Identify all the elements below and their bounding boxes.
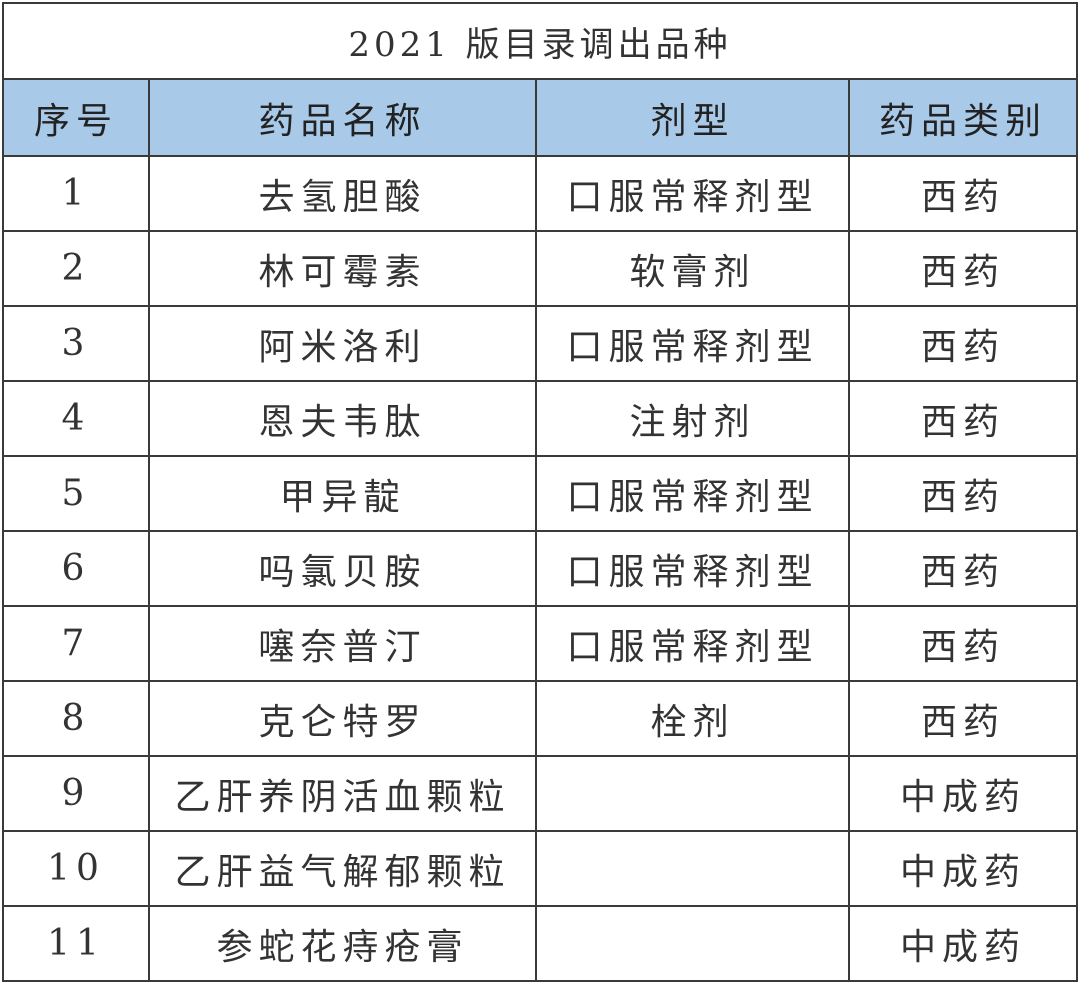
header-col-category: 药品类别 bbox=[847, 78, 1079, 157]
cell-drug-name: 克仑特罗 bbox=[148, 680, 537, 757]
cell-dosage-form: 口服常释剂型 bbox=[535, 305, 850, 382]
table-title: 2021 版目录调出品种 bbox=[1, 2, 1079, 80]
table-row: 7 噻奈普汀 口服常释剂型 西药 bbox=[2, 605, 1079, 682]
cell-category: 西药 bbox=[847, 530, 1079, 607]
table-row: 5 甲异靛 口服常释剂型 西药 bbox=[2, 455, 1079, 532]
cell-dosage-form bbox=[535, 755, 850, 832]
table-row: 4 恩夫韦肽 注射剂 西药 bbox=[2, 380, 1079, 457]
cell-category: 中成药 bbox=[847, 830, 1079, 907]
cell-dosage-form: 软膏剂 bbox=[535, 230, 850, 307]
header-col-dosage-form: 剂型 bbox=[535, 78, 850, 157]
cell-dosage-form: 口服常释剂型 bbox=[535, 155, 850, 232]
cell-drug-name: 乙肝益气解郁颗粒 bbox=[148, 830, 537, 907]
header-col-drug-name: 药品名称 bbox=[148, 78, 537, 157]
cell-drug-name: 噻奈普汀 bbox=[148, 605, 537, 682]
cell-dosage-form: 口服常释剂型 bbox=[535, 605, 850, 682]
cell-index: 2 bbox=[2, 230, 150, 307]
cell-dosage-form bbox=[535, 905, 850, 982]
cell-drug-name: 去氢胆酸 bbox=[148, 155, 537, 232]
cell-index: 8 bbox=[2, 680, 150, 757]
cell-index: 6 bbox=[2, 530, 150, 607]
cell-drug-name: 阿米洛利 bbox=[148, 305, 537, 382]
cell-dosage-form: 口服常释剂型 bbox=[535, 530, 850, 607]
cell-category: 中成药 bbox=[847, 755, 1079, 832]
header-col-index: 序号 bbox=[2, 78, 150, 157]
table-row: 6 吗氯贝胺 口服常释剂型 西药 bbox=[2, 530, 1079, 607]
table-row: 1 去氢胆酸 口服常释剂型 西药 bbox=[2, 155, 1079, 232]
cell-category: 西药 bbox=[847, 155, 1079, 232]
cell-index: 9 bbox=[2, 755, 150, 832]
cell-category: 中成药 bbox=[847, 905, 1079, 982]
table-row: 3 阿米洛利 口服常释剂型 西药 bbox=[2, 305, 1079, 382]
cell-category: 西药 bbox=[847, 305, 1079, 382]
drug-table: 2021 版目录调出品种 序号 药品名称 剂型 药品类别 1 去氢胆酸 口服常释剂型 西药 2… bbox=[1, 2, 1079, 982]
cell-drug-name: 乙肝养阴活血颗粒 bbox=[148, 755, 537, 832]
table-row: 9 乙肝养阴活血颗粒 中成药 bbox=[2, 755, 1079, 832]
cell-category: 西药 bbox=[847, 455, 1079, 532]
cell-index: 3 bbox=[2, 305, 150, 382]
cell-category: 西药 bbox=[847, 605, 1079, 682]
cell-index: 7 bbox=[2, 605, 150, 682]
cell-drug-name: 参蛇花痔疮膏 bbox=[148, 905, 537, 982]
cell-drug-name: 吗氯贝胺 bbox=[148, 530, 537, 607]
table-row: 10 乙肝益气解郁颗粒 中成药 bbox=[2, 830, 1079, 907]
cell-category: 西药 bbox=[847, 230, 1079, 307]
cell-dosage-form: 栓剂 bbox=[535, 680, 850, 757]
cell-drug-name: 甲异靛 bbox=[148, 455, 537, 532]
table-row: 8 克仑特罗 栓剂 西药 bbox=[2, 680, 1079, 757]
cell-index: 4 bbox=[2, 380, 150, 457]
table-row: 11 参蛇花痔疮膏 中成药 bbox=[2, 905, 1079, 982]
cell-drug-name: 恩夫韦肽 bbox=[148, 380, 537, 457]
cell-index: 10 bbox=[2, 830, 150, 907]
header-row: 序号 药品名称 剂型 药品类别 bbox=[2, 78, 1079, 157]
cell-index: 5 bbox=[2, 455, 150, 532]
cell-dosage-form: 口服常释剂型 bbox=[535, 455, 850, 532]
cell-dosage-form: 注射剂 bbox=[535, 380, 850, 457]
cell-index: 1 bbox=[2, 155, 150, 232]
cell-category: 西药 bbox=[847, 680, 1079, 757]
cell-category: 西药 bbox=[847, 380, 1079, 457]
cell-drug-name: 林可霉素 bbox=[148, 230, 537, 307]
table-row: 2 林可霉素 软膏剂 西药 bbox=[2, 230, 1079, 307]
cell-index: 11 bbox=[2, 905, 150, 982]
cell-dosage-form bbox=[535, 830, 850, 907]
